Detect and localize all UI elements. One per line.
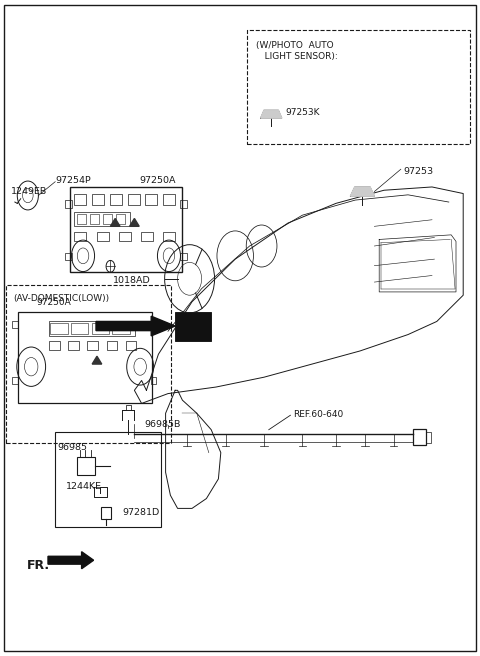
Bar bbox=[55, 432, 161, 527]
Bar bbox=[96, 232, 108, 241]
Bar bbox=[70, 187, 182, 272]
Bar bbox=[71, 323, 88, 334]
Bar bbox=[119, 232, 131, 241]
Text: FR.: FR. bbox=[26, 559, 49, 572]
Bar bbox=[175, 312, 211, 341]
Bar bbox=[50, 323, 68, 334]
Text: 96985B: 96985B bbox=[144, 420, 180, 429]
Bar bbox=[413, 429, 426, 445]
Bar bbox=[101, 507, 111, 519]
Bar bbox=[426, 432, 431, 443]
Polygon shape bbox=[92, 356, 102, 364]
Text: (AV-DOMESTIC(LOW)): (AV-DOMESTIC(LOW)) bbox=[13, 294, 109, 303]
Bar bbox=[247, 30, 470, 144]
Text: (W/PHOTO  AUTO
   LIGHT SENSOR):: (W/PHOTO AUTO LIGHT SENSOR): bbox=[256, 41, 337, 61]
Bar bbox=[49, 341, 60, 350]
Bar bbox=[163, 232, 175, 241]
Bar bbox=[77, 214, 86, 224]
Bar bbox=[77, 457, 95, 475]
Bar bbox=[74, 212, 130, 226]
Bar bbox=[18, 312, 152, 403]
Bar bbox=[92, 194, 104, 205]
Text: 1249EB: 1249EB bbox=[11, 187, 47, 196]
Text: 97253: 97253 bbox=[403, 167, 433, 176]
Text: 97250A: 97250A bbox=[36, 298, 71, 308]
Bar bbox=[65, 253, 72, 260]
Bar bbox=[49, 321, 135, 336]
Bar bbox=[6, 285, 171, 443]
Text: 97253K: 97253K bbox=[286, 108, 320, 117]
Polygon shape bbox=[48, 552, 94, 569]
Bar bbox=[141, 232, 153, 241]
Bar bbox=[65, 200, 72, 208]
Text: 97250A: 97250A bbox=[139, 176, 176, 185]
Bar bbox=[180, 200, 187, 208]
Text: 1018AD: 1018AD bbox=[113, 276, 151, 285]
Polygon shape bbox=[261, 110, 282, 118]
Bar bbox=[74, 232, 86, 241]
Bar bbox=[180, 253, 187, 260]
Polygon shape bbox=[110, 218, 120, 226]
Bar bbox=[145, 194, 157, 205]
Text: 97254P: 97254P bbox=[55, 176, 91, 185]
Bar bbox=[90, 214, 99, 224]
Text: 97281D: 97281D bbox=[122, 508, 160, 518]
Bar bbox=[110, 194, 122, 205]
Bar bbox=[103, 214, 112, 224]
Bar bbox=[107, 341, 117, 350]
Text: 1244KE: 1244KE bbox=[66, 482, 102, 491]
Bar bbox=[87, 341, 98, 350]
Bar bbox=[151, 377, 156, 384]
Bar bbox=[151, 321, 156, 328]
Polygon shape bbox=[96, 316, 175, 336]
Bar bbox=[163, 194, 175, 205]
Text: REF.60-640: REF.60-640 bbox=[293, 410, 343, 419]
Polygon shape bbox=[350, 187, 374, 196]
Bar bbox=[116, 214, 125, 224]
Bar bbox=[92, 323, 109, 334]
Bar bbox=[112, 323, 130, 334]
Bar bbox=[12, 377, 18, 384]
Bar bbox=[128, 194, 140, 205]
Bar bbox=[12, 321, 18, 328]
Text: 96985: 96985 bbox=[58, 443, 87, 452]
Bar bbox=[126, 341, 136, 350]
Polygon shape bbox=[130, 218, 139, 226]
Bar bbox=[68, 341, 79, 350]
Bar bbox=[74, 194, 86, 205]
